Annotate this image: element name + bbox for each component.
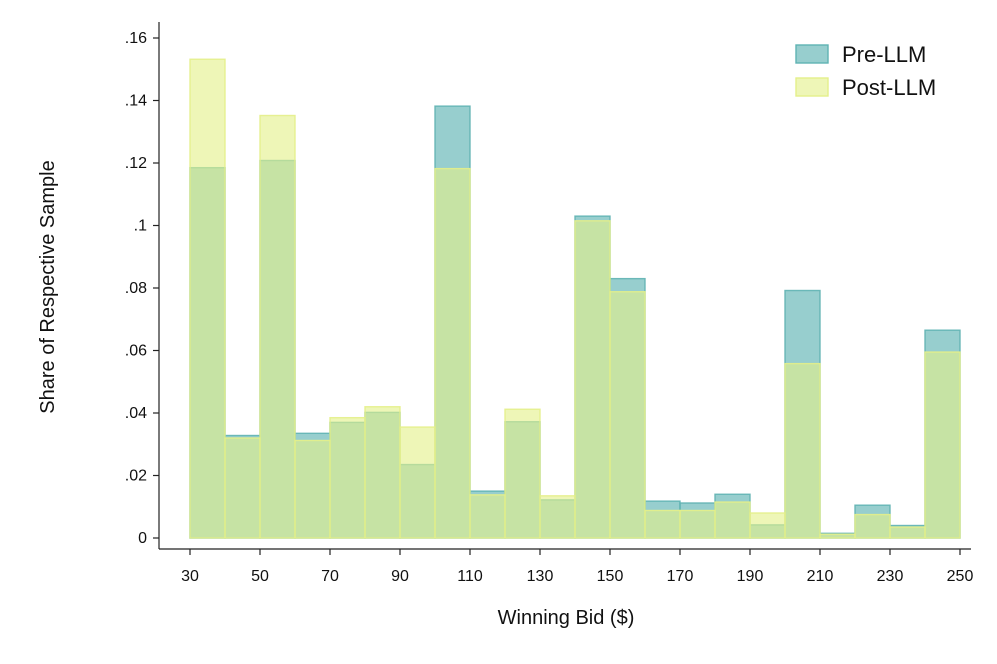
axes-layer: 0 .02 .04 .06 .08 .1 .12 .14 .16 30 50 70 90 110 130 15…: [125, 22, 974, 585]
bar-post-llm-200: [784, 362, 821, 539]
bar-post-llm-70: [329, 416, 366, 539]
bar-post-llm-190: [749, 512, 786, 539]
x-tick-label: 230: [877, 568, 904, 585]
y-tick-label: .12: [125, 155, 147, 172]
legend-label-post-llm: Post-LLM: [842, 75, 936, 100]
y-tick-label: .08: [125, 280, 147, 297]
y-tick-label: .1: [134, 218, 147, 235]
x-tick-label: 150: [597, 568, 624, 585]
bar-post-llm-40: [224, 437, 261, 539]
x-tick-label: 110: [457, 568, 483, 585]
bar-post-llm-230: [889, 526, 926, 539]
legend-label-pre-llm: Pre-LLM: [842, 42, 926, 67]
bar-post-llm-120: [504, 408, 541, 539]
bar-post-llm-80: [364, 406, 401, 539]
bar-post-llm-170: [679, 509, 716, 539]
x-tick-label: 70: [321, 568, 339, 585]
y-tick-label: .02: [125, 468, 147, 485]
legend-swatch-pre-llm: [795, 44, 829, 64]
bar-post-llm-100: [434, 167, 471, 539]
y-tick-label: .16: [125, 30, 147, 47]
y-tick-label: .06: [125, 343, 147, 360]
bar-post-llm-160: [644, 509, 681, 539]
bars-layer: [189, 58, 961, 539]
bar-post-llm-180: [714, 501, 751, 539]
x-tick-label: 170: [667, 568, 694, 585]
bar-post-llm-60: [294, 439, 331, 539]
legend: Pre-LLM Post-LLM: [795, 42, 936, 100]
x-tick-label: 130: [527, 568, 554, 585]
x-tick-label: 30: [181, 568, 199, 585]
x-axis-title: Winning Bid ($): [498, 607, 635, 629]
bar-post-llm-50: [259, 114, 296, 539]
bar-post-llm-90: [399, 426, 436, 539]
bar-post-llm-140: [574, 220, 611, 539]
bar-post-llm-150: [609, 291, 646, 539]
bar-post-llm-220: [854, 513, 891, 539]
x-tick-label: 250: [947, 568, 974, 585]
bar-post-llm-110: [469, 494, 506, 539]
legend-swatch-post-llm: [795, 77, 829, 97]
y-axis-title: Share of Respective Sample: [37, 160, 59, 413]
bar-post-llm-30: [189, 58, 226, 539]
bar-post-llm-240: [924, 351, 961, 539]
x-tick-label: 50: [251, 568, 269, 585]
bar-post-llm-210: [819, 533, 856, 539]
y-tick-label: .04: [125, 405, 147, 422]
y-tick-label: .14: [125, 93, 147, 110]
x-tick-label: 90: [391, 568, 409, 585]
bar-post-llm-130: [539, 495, 576, 539]
y-tick-label: 0: [138, 530, 147, 547]
x-tick-label: 190: [737, 568, 764, 585]
x-tick-label: 210: [807, 568, 834, 585]
